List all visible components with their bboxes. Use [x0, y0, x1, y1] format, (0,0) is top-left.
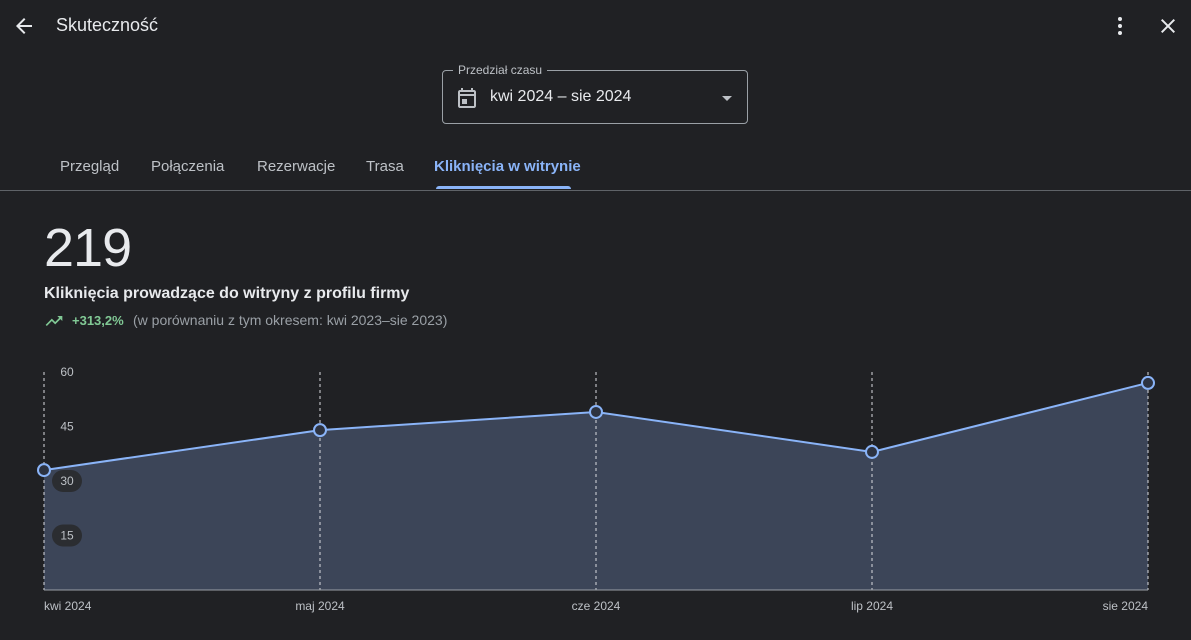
more-vert-icon[interactable] [1108, 14, 1132, 38]
x-tick-label: cze 2024 [572, 599, 621, 613]
change-percentage: +313,2% [72, 313, 124, 328]
metric-description: Kliknięcia prowadzące do witryny z profi… [44, 285, 410, 302]
y-tick-pill [52, 470, 82, 492]
y-tick-label: 60 [60, 365, 74, 379]
data-point [589, 404, 603, 419]
page-title: Skuteczność [56, 15, 159, 35]
y-tick-label: 15 [60, 529, 74, 543]
total-clicks-value: 219 [44, 218, 132, 278]
area-chart-svg: 60 45 30 15 kwi 2024 maj 2024 cze 2024 lip 2024… [37, 365, 1155, 613]
data-point [1141, 375, 1155, 390]
close-icon[interactable] [1156, 14, 1180, 38]
tab-website-clicks[interactable]: Kliknięcia w witrynie [434, 158, 581, 175]
x-tick-label: maj 2024 [295, 599, 345, 613]
x-tick-label: sie 2024 [1103, 599, 1149, 613]
data-point [313, 423, 327, 438]
tab-directions[interactable]: Trasa [366, 158, 404, 175]
y-tick-pill [52, 524, 82, 547]
clicks-chart: 60 45 30 15 kwi 2024 maj 2024 cze 2024 lip 2024… [0, 360, 1191, 630]
x-tick-label: kwi 2024 [44, 599, 92, 613]
comparison-text: (w porównaniu z tym okresem: kwi 2023–si… [133, 312, 448, 328]
x-tick-label: lip 2024 [851, 599, 893, 613]
y-tick-label: 30 [60, 474, 74, 488]
date-range-select[interactable]: Przedział czasu kwi 2024 – sie 2024 [442, 63, 748, 124]
tab-calls[interactable]: Połączenia [151, 158, 225, 175]
tab-bar: Przegląd Połączenia Rezerwacje Trasa Kli… [0, 140, 1191, 191]
y-tick-label: 45 [60, 420, 74, 434]
arrow-back-icon[interactable] [12, 14, 36, 38]
date-range-value: kwi 2024 – sie 2024 [490, 88, 632, 105]
active-tab-indicator [436, 186, 571, 189]
tab-overview[interactable]: Przegląd [60, 158, 120, 175]
calendar-icon [458, 88, 476, 108]
trending-up-icon [45, 316, 63, 326]
date-range-label: Przedział czasu [453, 63, 548, 77]
top-bar: Skuteczność [0, 0, 1191, 52]
data-point [865, 444, 879, 459]
data-point [37, 463, 51, 478]
dropdown-arrow-icon [722, 96, 732, 101]
tab-bookings[interactable]: Rezerwacje [257, 158, 336, 175]
